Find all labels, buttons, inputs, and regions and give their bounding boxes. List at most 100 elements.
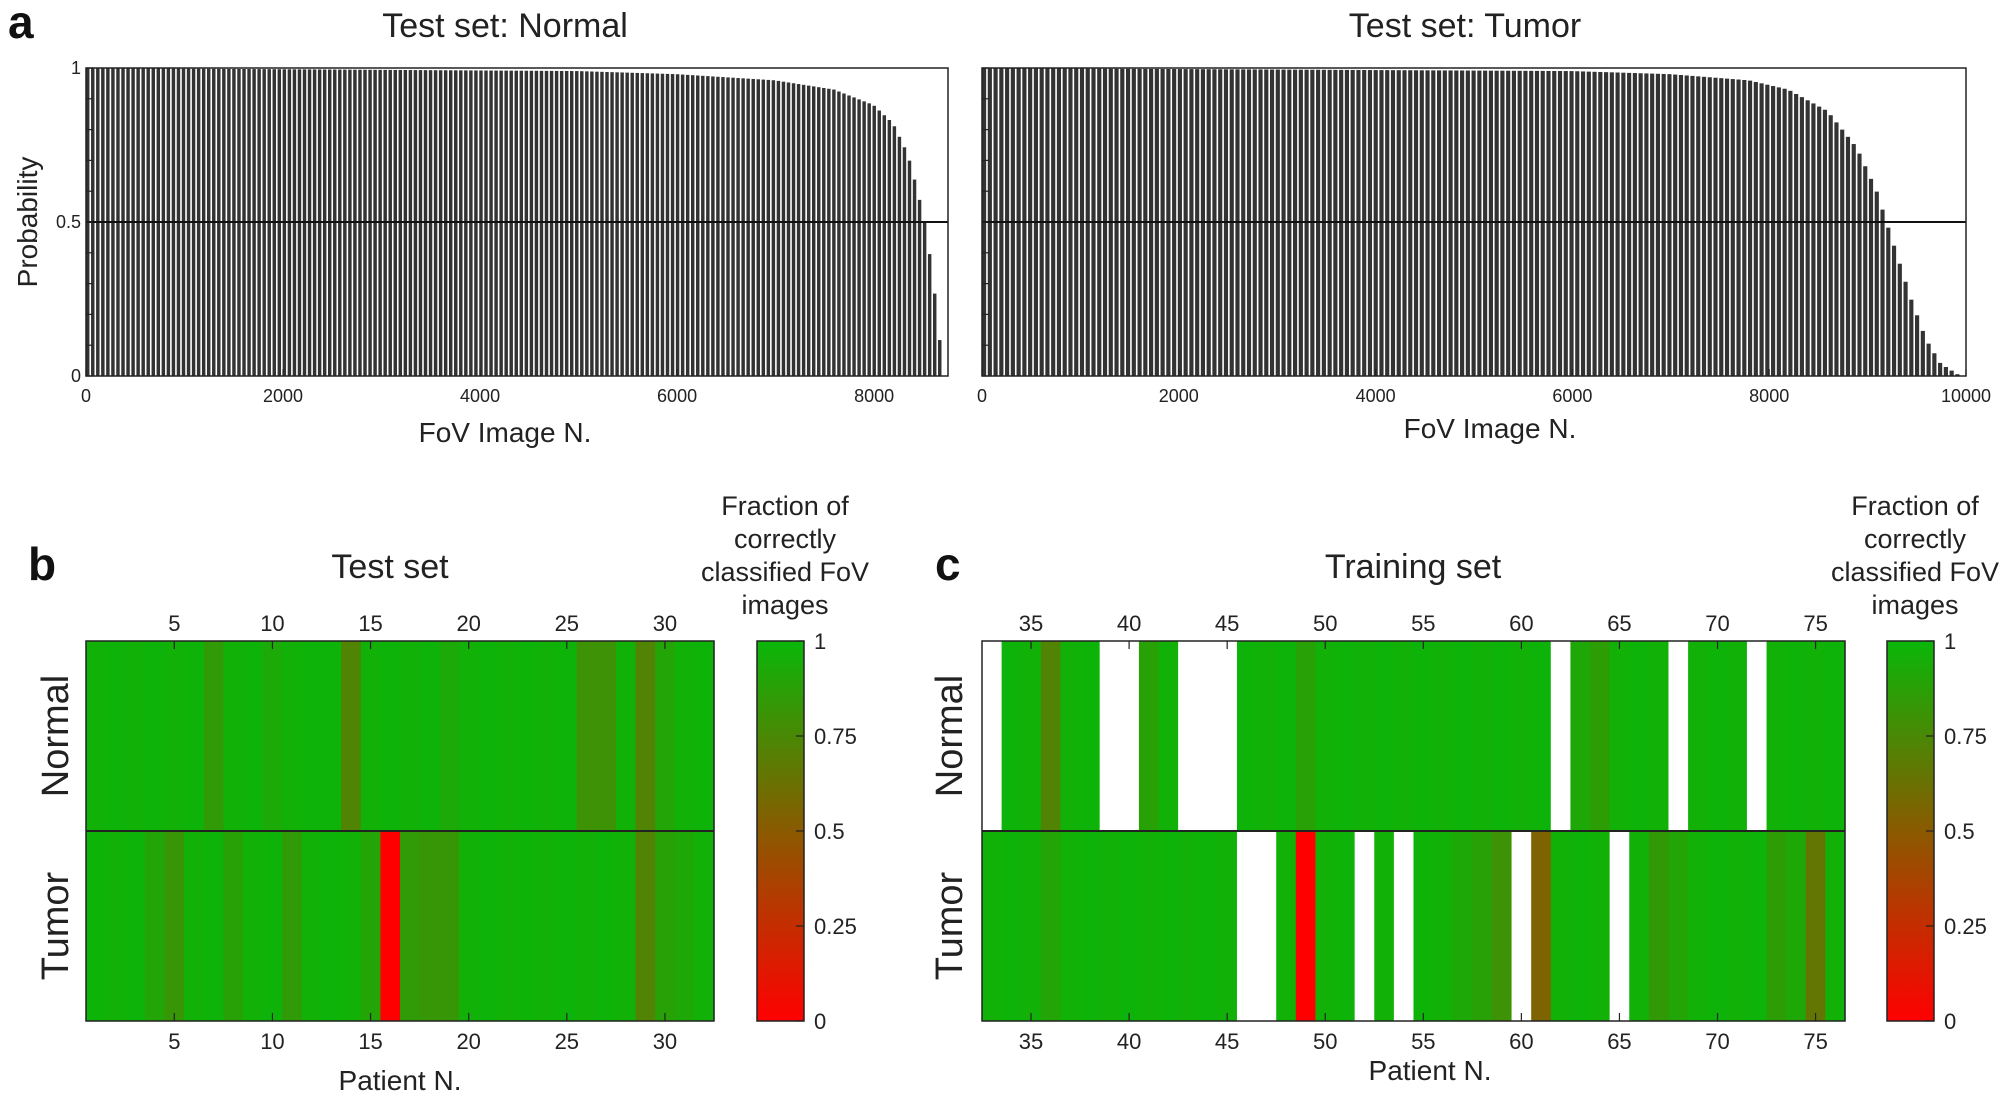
chart-b-cell-tumor bbox=[596, 831, 617, 1021]
chart-a-tumor-bar bbox=[1431, 70, 1436, 376]
chart-a-tumor-bar bbox=[1500, 70, 1505, 376]
chart-c-colorbar-ticks: 1 0.75 0.5 0.25 0 bbox=[1926, 629, 1987, 1034]
chart-b-colorbar-tick-label: 0 bbox=[814, 1009, 826, 1034]
chart-c-cell-tumor bbox=[1452, 831, 1473, 1021]
chart-a-tumor-bar bbox=[1390, 70, 1396, 376]
chart-b-cell-normal bbox=[360, 641, 381, 831]
chart-c-title: Training set bbox=[1325, 548, 1502, 586]
chart-b-cell-tumor bbox=[282, 831, 303, 1021]
chart-b-colorbar-title-3: classified FoV bbox=[701, 557, 869, 587]
chart-a-normal-bar bbox=[877, 110, 881, 376]
chart-a-normal-ytick-label: 0 bbox=[71, 366, 81, 386]
chart-b-cell-tumor bbox=[517, 831, 538, 1021]
chart-c-colorbar-title-1: Fraction of bbox=[1851, 491, 1979, 521]
chart-c-cells bbox=[982, 641, 1846, 1021]
chart-a-normal-bar bbox=[927, 254, 932, 376]
chart-a-tumor-bar bbox=[1632, 73, 1637, 376]
chart-b-cell-tumor bbox=[400, 831, 421, 1021]
chart-c-cell-tumor bbox=[1707, 831, 1728, 1021]
chart-c-cell-tumor bbox=[1570, 831, 1591, 1021]
chart-c-cell-normal bbox=[1825, 641, 1846, 831]
chart-a-tumor-bar bbox=[1799, 97, 1804, 377]
chart-b-cell-tumor bbox=[321, 831, 342, 1021]
chart-a-normal-bar bbox=[569, 71, 574, 376]
chart-a-normal-bar bbox=[413, 70, 418, 376]
chart-b-cell-normal bbox=[674, 641, 695, 831]
chart-a-tumor-bar bbox=[1765, 84, 1770, 376]
chart-a-normal-bar bbox=[852, 97, 856, 376]
chart-c-cell-tumor bbox=[1727, 831, 1748, 1021]
chart-a-normal-bar bbox=[438, 70, 443, 377]
chart-c-xtick-label-top: 35 bbox=[1019, 611, 1043, 636]
chart-c-xtick-label-bottom: 50 bbox=[1313, 1029, 1337, 1054]
chart-c-cell-normal bbox=[1217, 641, 1238, 831]
chart-b-cell-tumor bbox=[498, 831, 519, 1021]
chart-a-tumor-bar bbox=[1788, 90, 1793, 376]
chart-a-tumor-bar bbox=[1782, 88, 1787, 376]
chart-b-xtick-label-top: 10 bbox=[260, 611, 284, 636]
chart-c-cell-normal bbox=[1707, 641, 1728, 831]
chart-c-cell-normal bbox=[1236, 641, 1258, 831]
chart-a-normal-bar bbox=[907, 160, 912, 376]
chart-a-tumor-bar bbox=[1684, 75, 1689, 376]
chart-c-colorbar-title-3: classified FoV bbox=[1831, 557, 1999, 587]
chart-c-cell-normal bbox=[1295, 641, 1317, 831]
chart-b-cell-normal bbox=[615, 641, 637, 831]
chart-a-normal-bar bbox=[701, 75, 705, 377]
chart-c-cell-normal bbox=[1472, 641, 1493, 831]
chart-a-tumor-bar bbox=[1402, 70, 1407, 376]
chart-b-cell-tumor bbox=[419, 831, 440, 1021]
chart-a-normal-xtick-label: 4000 bbox=[460, 386, 500, 406]
chart-b-cell-normal bbox=[223, 641, 244, 831]
chart-a-normal-bar bbox=[741, 78, 745, 376]
panel-label-c: c bbox=[935, 538, 961, 590]
chart-b-cell-tumor bbox=[144, 831, 166, 1021]
chart-c-xtick-label-top: 55 bbox=[1411, 611, 1435, 636]
chart-a-normal-ylabel: Probability bbox=[12, 157, 43, 288]
chart-b-xtick-label-top: 20 bbox=[456, 611, 480, 636]
chart-a-normal-bar bbox=[922, 222, 927, 376]
chart-a-tumor-bar bbox=[1523, 70, 1528, 376]
chart-a-tumor-bar bbox=[1771, 86, 1776, 377]
chart-c-xtick-label-top: 75 bbox=[1803, 611, 1827, 636]
chart-b-cell-normal bbox=[694, 641, 715, 831]
chart-c-cell-tumor bbox=[1315, 831, 1336, 1021]
chart-a-tumor-bar bbox=[1598, 71, 1603, 376]
chart-a-normal-bar bbox=[847, 95, 851, 376]
chart-b-cell-normal bbox=[458, 641, 480, 831]
chart-a-tumor-bar bbox=[1460, 70, 1465, 377]
chart-a-normal-xtick-label: 0 bbox=[81, 386, 91, 406]
chart-a-tumor-bar bbox=[1874, 191, 1879, 376]
chart-a-tumor-bar bbox=[1615, 72, 1620, 376]
chart-a-normal-bar bbox=[716, 76, 720, 377]
chart-a-tumor-xtick-label: 10000 bbox=[1941, 386, 1991, 406]
chart-a-tumor-bar bbox=[1638, 73, 1643, 377]
chart-a-tumor-bar bbox=[1747, 80, 1753, 376]
chart-a-normal-bar bbox=[837, 91, 841, 376]
chart-b-cell-normal bbox=[557, 641, 578, 831]
chart-c-cell-normal bbox=[1119, 641, 1140, 831]
chart-c-cell-tumor bbox=[1060, 831, 1081, 1021]
chart-c-cell-tumor bbox=[1158, 831, 1179, 1021]
chart-b-colorbar-tick-label: 0.75 bbox=[814, 724, 857, 749]
chart-c-cell-normal bbox=[1648, 641, 1670, 831]
chart-a-normal-bar bbox=[882, 115, 887, 376]
chart-b-colorbar-title-2: correctly bbox=[734, 524, 837, 554]
chart-b-cell-normal bbox=[380, 641, 401, 831]
chart-b-colorbar-tick-label: 0.5 bbox=[814, 819, 845, 844]
chart-c-cell-normal bbox=[1511, 641, 1532, 831]
chart-a-tumor-bar bbox=[1650, 73, 1655, 376]
chart-c-xtick-label-top: 60 bbox=[1509, 611, 1533, 636]
chart-b-row-normal: Normal bbox=[35, 675, 77, 797]
chart-c-cell-tumor bbox=[1256, 831, 1277, 1021]
chart-c-row-normal: Normal bbox=[929, 675, 971, 797]
chart-b-cell-normal bbox=[655, 641, 676, 831]
chart-c-colorbar-title-4: images bbox=[1871, 590, 1958, 620]
chart-a-tumor-bar bbox=[1891, 245, 1897, 376]
chart-a-tumor-bars bbox=[982, 68, 1966, 377]
chart-a-tumor-bar bbox=[1511, 70, 1517, 376]
chart-c-cell-normal bbox=[1178, 641, 1199, 831]
chart-c-cell-normal bbox=[1158, 641, 1179, 831]
chart-a-normal-bar bbox=[640, 73, 645, 376]
chart-a-tumor-xlabel: FoV Image N. bbox=[1404, 413, 1577, 444]
